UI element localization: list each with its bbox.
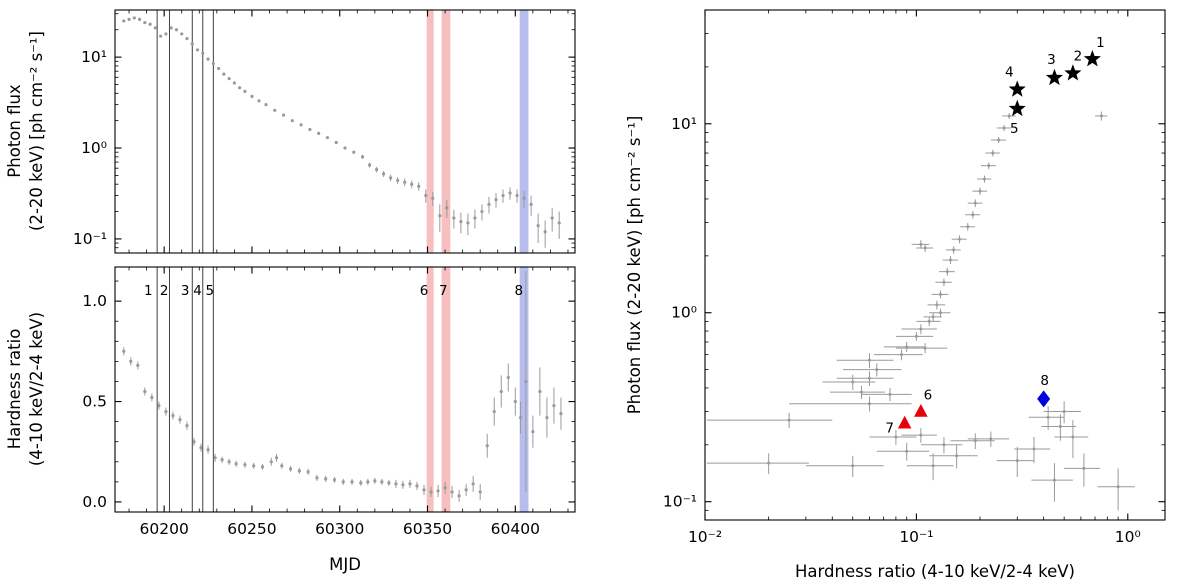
y-tick-label: 10¹ (81, 48, 107, 66)
star-marker-5 (1008, 99, 1026, 117)
marker-label-2: 2 (1074, 48, 1083, 64)
epoch-label-5: 5 (206, 283, 215, 299)
y-tick-label: 10⁻¹ (73, 230, 107, 248)
marker-label-6: 6 (924, 388, 933, 404)
diamond-marker-8 (1037, 390, 1051, 408)
mjd-x-axis-label: MJD (329, 555, 361, 574)
hr-y-axis-label-line2: (4-10 keV/2-4 keV) (27, 312, 46, 466)
hid-x-axis-label: Hardness ratio (4-10 keV/2-4 keV) (795, 562, 1075, 581)
marker-label-7: 7 (885, 420, 894, 436)
triangle-marker-7 (897, 415, 912, 429)
flux-y-axis-label-line1: Photon flux (5, 84, 24, 178)
hr-y-axis-label-line1: Hardness ratio (5, 329, 24, 450)
marker-label-8: 8 (1040, 373, 1049, 389)
marker-label-4: 4 (1005, 64, 1014, 80)
star-marker-2 (1064, 64, 1082, 81)
epoch-label-8: 8 (515, 283, 524, 299)
y-tick-label: 10⁰ (671, 304, 697, 322)
x-tick-label: 60200 (140, 520, 189, 538)
hid-y-axis-label: Photon flux (2-20 keV) [ph cm⁻² s⁻¹] (625, 116, 644, 415)
flux-y-axis-label-line2: (2-20 keV) [ph cm⁻² s⁻¹] (27, 31, 46, 231)
marker-label-3: 3 (1047, 52, 1056, 68)
x-tick-label: 10⁻² (688, 528, 722, 546)
x-tick-label: 60250 (227, 520, 276, 538)
y-tick-label: 1.0 (82, 292, 107, 310)
epoch-label-6: 6 (420, 283, 429, 299)
hardness-ratio-panel: 1 2 3 4 5 6 7 8 60200 60250 60300 60350 60400 0.0 0.5 1… (82, 266, 576, 538)
x-tick-label: 60350 (403, 520, 452, 538)
epoch-label-3: 3 (181, 283, 190, 299)
epoch-label-7: 7 (439, 283, 448, 299)
y-tick-label: 10¹ (671, 115, 697, 133)
y-tick-label: 10⁰ (81, 139, 107, 157)
triangle-marker-6 (914, 404, 928, 417)
x-tick-label: 10⁻¹ (899, 528, 933, 546)
marker-label-1: 1 (1096, 35, 1105, 51)
x-tick-label: 10⁰ (1115, 528, 1141, 546)
flux-lightcurve-panel: 10⁻¹ 10⁰ 10¹ (73, 9, 576, 254)
x-tick-label: 60300 (315, 520, 364, 538)
marker-label-5: 5 (1010, 121, 1019, 137)
star-marker-4 (1008, 80, 1026, 97)
y-tick-label: 0.5 (82, 393, 107, 411)
y-tick-label: 0.0 (82, 493, 107, 511)
hardness-intensity-panel: 12 3 4 5 6 7 8 10⁻² 10⁻¹ 10⁰ 10⁻¹ 10⁰ 10¹ (663, 9, 1166, 546)
epoch-label-2: 2 (160, 283, 169, 299)
epoch-label-1: 1 (144, 283, 153, 299)
x-tick-label: 60400 (491, 520, 540, 538)
y-tick-label: 10⁻¹ (663, 493, 697, 511)
epoch-label-4: 4 (193, 283, 202, 299)
star-marker-1 (1083, 50, 1101, 67)
star-marker-3 (1045, 68, 1064, 86)
